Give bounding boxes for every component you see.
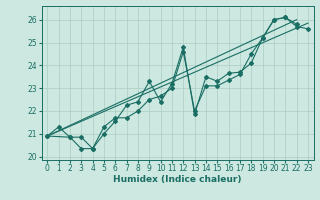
X-axis label: Humidex (Indice chaleur): Humidex (Indice chaleur) bbox=[113, 175, 242, 184]
